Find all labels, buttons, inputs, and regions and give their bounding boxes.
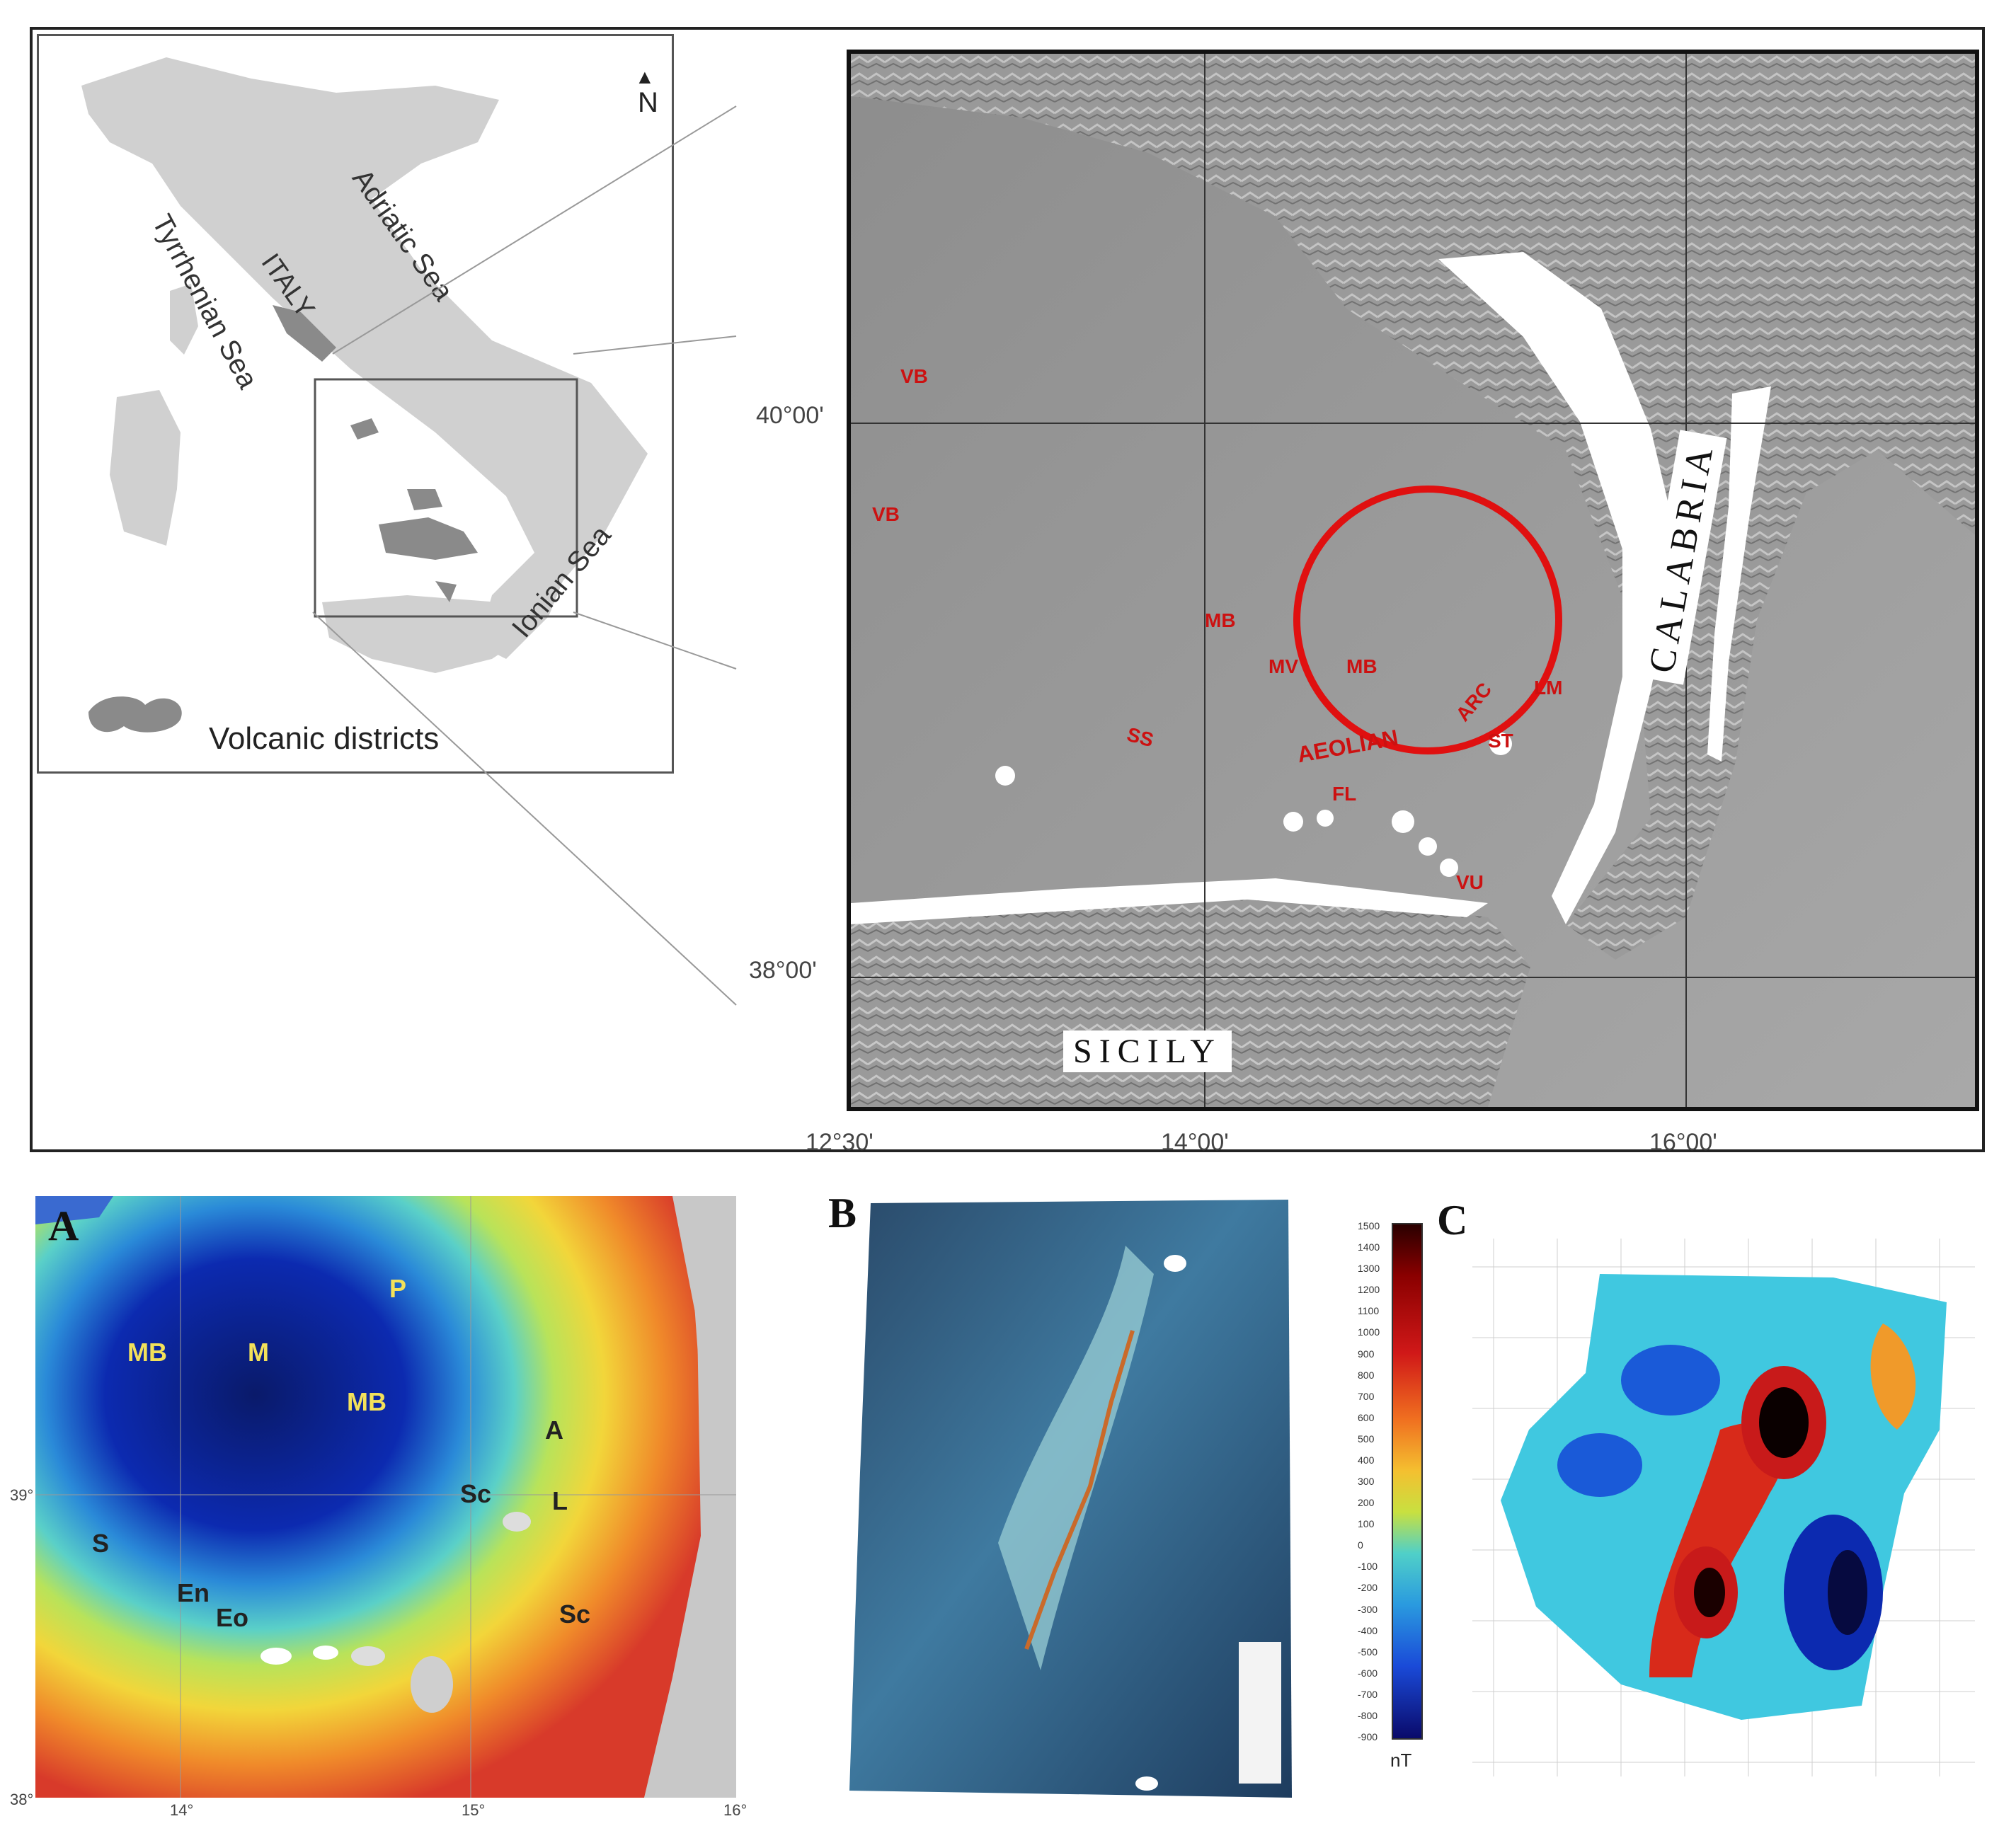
panel-a-lon-16: 16°: [723, 1801, 748, 1819]
feature-label-mv: MV: [1268, 655, 1298, 677]
panel-b-bathymetry: B: [828, 1189, 1295, 1805]
colorbar-tick-label: 1000: [1358, 1326, 1380, 1338]
lon-label-1400: 14°00': [1161, 1129, 1229, 1156]
colorbar-tick-label: 1100: [1358, 1305, 1380, 1317]
colorbar-tick-label: -100: [1358, 1561, 1378, 1573]
colorbar-tick-label: 300: [1358, 1476, 1375, 1487]
panel-a-label-sc-2: Sc: [559, 1600, 591, 1629]
colorbar-tick-label: 1500: [1358, 1220, 1380, 1231]
feature-label-st: ST: [1488, 730, 1513, 752]
feature-label-mb-1: MB: [1205, 609, 1236, 631]
colorbar-tick-label: 1200: [1358, 1284, 1380, 1296]
italy-inset-map: ▲ N ITALY Adriatic Sea Tyrrhenian Sea Io…: [37, 34, 674, 774]
colorbar-tick-label: 200: [1358, 1497, 1375, 1509]
panel-a-label-l: L: [552, 1486, 568, 1515]
panel-a-label-m: M: [248, 1338, 269, 1367]
colorbar-tick-label: 600: [1358, 1411, 1375, 1423]
magnetic-colorbar: [1392, 1223, 1423, 1740]
colorbar-unit: nT: [1390, 1750, 1412, 1771]
colorbar-tick-label: 800: [1358, 1369, 1375, 1381]
legend-volcanic-districts: Volcanic districts: [209, 721, 440, 756]
feature-label-fl: FL: [1332, 783, 1357, 805]
colorbar-tick-label: -800: [1358, 1709, 1378, 1721]
colorbar-tick-label: 100: [1358, 1518, 1375, 1530]
colorbar-tick-label: 1400: [1358, 1241, 1380, 1253]
top-figure-frame: [30, 27, 1985, 1152]
lon-label-1230: 12°30': [806, 1129, 874, 1156]
lon-label-1600: 16°00': [1649, 1129, 1717, 1156]
feature-label-lm: LM: [1534, 677, 1563, 699]
panel-c-letter: C: [1437, 1197, 1468, 1244]
study-area-box: [314, 378, 578, 618]
north-arrow-icon: ▲: [635, 66, 655, 88]
panel-a-label-s: S: [92, 1529, 110, 1558]
colorbar-tick-label: -200: [1358, 1582, 1378, 1594]
volcanic-legend-swatch: [88, 696, 182, 733]
colorbar-tick-label: -900: [1358, 1731, 1378, 1742]
colorbar-tick-label: 0: [1358, 1539, 1363, 1551]
panel-b-letter: B: [828, 1190, 857, 1236]
panel-a-label-sc-1: Sc: [460, 1479, 492, 1508]
colorbar-tick-label: -400: [1358, 1624, 1378, 1636]
panel-a-letter: A: [48, 1202, 79, 1249]
colorbar-tick-label: -600: [1358, 1667, 1378, 1679]
connector-lines: [312, 105, 737, 1006]
colorbar-tick-label: 1300: [1358, 1263, 1380, 1275]
colorbar-tick-label: -300: [1358, 1603, 1378, 1615]
panel-a-lat-39: 39°: [10, 1486, 34, 1504]
lat-label-40: 40°00': [756, 402, 824, 429]
panel-a-label-mb-2: MB: [347, 1387, 386, 1416]
north-label: N: [638, 87, 658, 118]
main-relief-map: VB VB MB MV MB AEOLIAN ARC ST LM FL VU S…: [847, 50, 1979, 1111]
italy-outline: [81, 57, 648, 733]
panel-a-label-a: A: [545, 1416, 563, 1445]
panel-a-label-p: P: [389, 1274, 407, 1303]
feature-label-vb-2: VB: [872, 503, 900, 525]
colorbar-tick-label: -500: [1358, 1646, 1378, 1658]
sicily-label: SICILY: [1063, 1030, 1232, 1072]
panel-c-magnetic-map: C: [1437, 1196, 1996, 1805]
feature-label-vu: VU: [1456, 871, 1484, 893]
feature-label-vb-1: VB: [900, 365, 928, 387]
panel-a-bathymetry: A P MB M MB A Sc L S En Eo Sc: [35, 1196, 736, 1798]
study-area-circle: [1293, 486, 1562, 754]
feature-label-mb-2: MB: [1346, 655, 1378, 677]
colorbar-tick-label: -700: [1358, 1688, 1378, 1700]
panel-a-lat-38: 38°: [10, 1791, 34, 1808]
panel-a-lon-14: 14°: [170, 1801, 194, 1819]
colorbar-tick-label: 700: [1358, 1390, 1375, 1402]
lat-label-38: 38°00': [749, 957, 817, 984]
panel-a-label-eo: Eo: [216, 1603, 249, 1632]
colorbar-tick-label: 500: [1358, 1432, 1375, 1445]
panel-a-label-en: En: [177, 1578, 210, 1607]
panel-a-label-mb-1: MB: [127, 1338, 167, 1367]
colorbar-tick-label: 400: [1358, 1454, 1375, 1466]
panel-a-lon-15: 15°: [462, 1801, 486, 1819]
colorbar-tick-label: 900: [1358, 1348, 1375, 1360]
